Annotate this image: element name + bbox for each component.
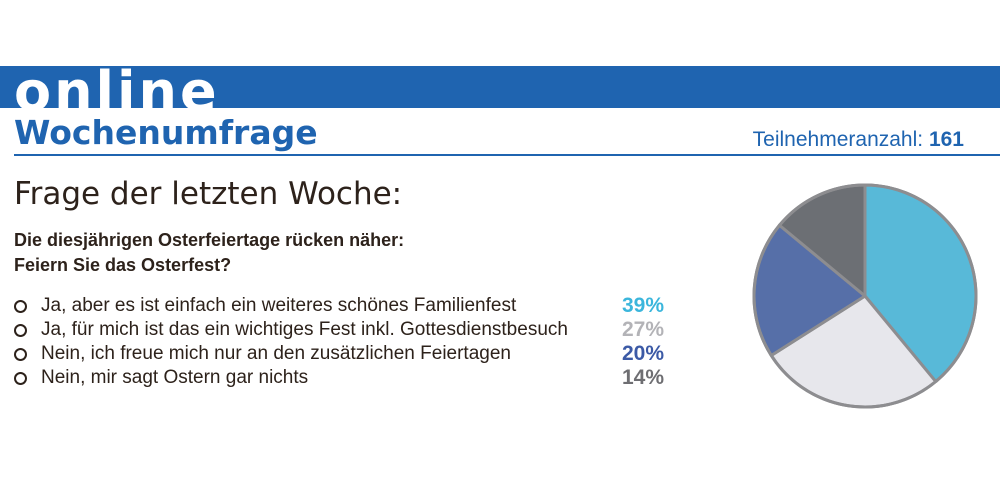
answer-option-2: Ja, für mich ist das ein wichtiges Fest … — [14, 318, 674, 342]
radio-circle-icon — [14, 300, 27, 313]
participant-count-label: Teilnehmeranzahl: — [752, 128, 924, 151]
answer-list: Ja, aber es ist einfach ein weiteres sch… — [14, 294, 674, 390]
header-divider — [14, 154, 1000, 156]
question-text: Die diesjährigen Osterfeiertage rücken n… — [14, 228, 404, 278]
participant-count: Teilnehmeranzahl: 161 — [753, 128, 964, 152]
answer-label: Nein, mir sagt Ostern gar nichts — [41, 367, 309, 388]
answer-option-1: Ja, aber es ist einfach ein weiteres sch… — [14, 294, 674, 318]
answer-label: Nein, ich freue mich nur an den zusätzli… — [41, 343, 511, 364]
participant-count-value: 161 — [928, 128, 964, 151]
answer-label: Ja, für mich ist das ein wichtiges Fest … — [41, 319, 568, 340]
pie-chart — [752, 183, 978, 409]
answer-label: Ja, aber es ist einfach ein weiteres sch… — [41, 295, 517, 316]
answer-percent: 39% — [621, 294, 664, 317]
page-title: Wochenumfrage — [14, 113, 318, 152]
answer-percent: 14% — [621, 366, 664, 389]
question-line-1: Die diesjährigen Osterfeiertage rücken n… — [14, 230, 405, 250]
question-heading: Frage der letzten Woche: — [14, 176, 403, 212]
radio-circle-icon — [14, 372, 27, 385]
answer-option-4: Nein, mir sagt Ostern gar nichts 14% — [14, 366, 674, 390]
answer-option-3: Nein, ich freue mich nur an den zusätzli… — [14, 342, 674, 366]
answer-percent: 27% — [621, 318, 664, 341]
radio-circle-icon — [14, 324, 27, 337]
answer-percent: 20% — [621, 342, 664, 365]
banner-title: online — [14, 66, 220, 108]
question-line-2: Feiern Sie das Osterfest? — [14, 255, 232, 275]
header-banner: online — [0, 66, 1000, 108]
radio-circle-icon — [14, 348, 27, 361]
pie-outline — [752, 183, 978, 409]
